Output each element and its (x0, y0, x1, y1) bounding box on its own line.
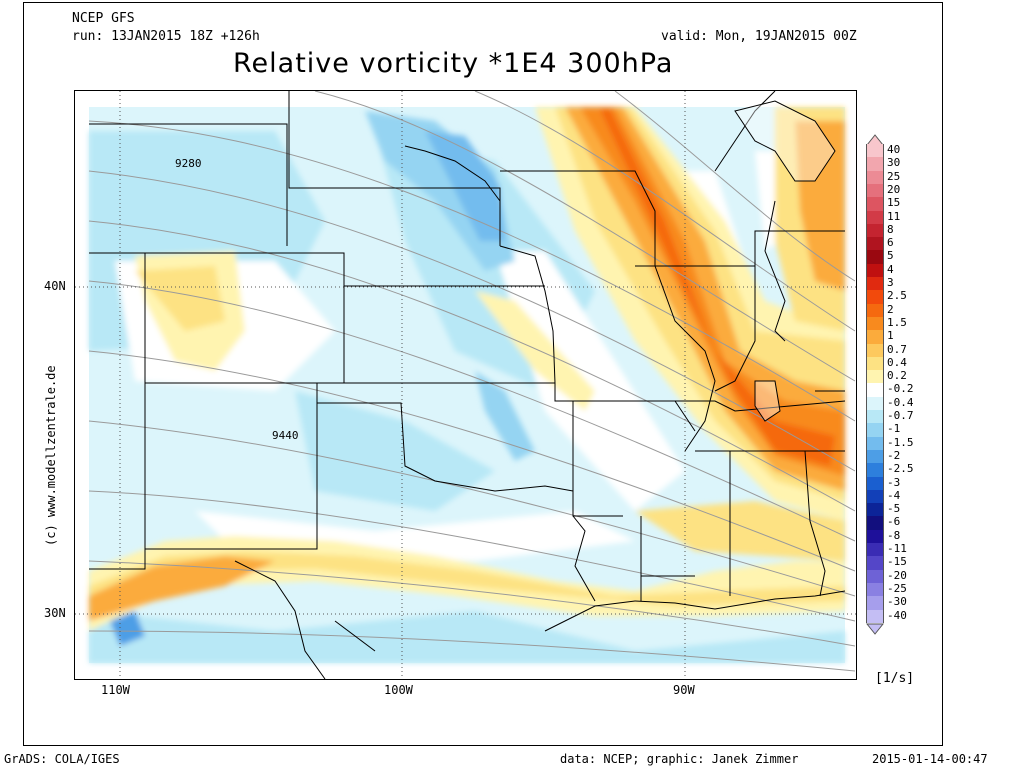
legend-label: 20 (887, 182, 901, 196)
legend-label: 30 (887, 156, 901, 170)
legend-swatch (866, 489, 884, 504)
legend-unit: [1/s] (875, 671, 915, 686)
map-title: Relative vorticity *1E4 300hPa (233, 48, 674, 79)
legend-label: 8 (887, 222, 894, 236)
legend-swatch (866, 543, 884, 557)
map-canvas (75, 91, 856, 679)
valid-time: valid: Mon, 19JAN2015 00Z (661, 29, 857, 44)
legend-label: 5 (887, 249, 894, 263)
legend-swatch (866, 144, 884, 158)
vorticity-field (89, 107, 845, 663)
legend-label: 11 (887, 209, 901, 223)
legend-swatch (866, 569, 884, 584)
legend-label: -0.7 (887, 409, 914, 422)
legend-swatch (866, 210, 884, 225)
lat-label-30n: 30N (44, 606, 66, 620)
legend-label: 0.2 (887, 369, 907, 383)
legend-label: -11 (887, 542, 907, 555)
legend-label: -1 (887, 422, 901, 436)
legend-label: -30 (887, 595, 907, 609)
legend-label: -0.2 (887, 382, 914, 396)
legend-label: 3 (887, 276, 894, 289)
legend-label: -0.4 (887, 395, 914, 409)
legend-swatch (866, 423, 884, 438)
coastlines (234, 91, 846, 679)
legend-label: -5 (887, 502, 901, 516)
legend-label: 0.4 (887, 355, 907, 369)
data-credit: data: NCEP; graphic: Janek Zimmer (560, 752, 799, 766)
legend-swatch (866, 449, 884, 464)
legend-swatch (866, 596, 884, 610)
site-credit: (c) www.modellzentrale.de (44, 365, 58, 546)
legend-swatch (866, 529, 884, 544)
run-info: run: 13JAN2015 18Z +126h (72, 29, 260, 44)
legend-label: -15 (887, 555, 907, 569)
contour-label-9440: 9440 (272, 429, 299, 442)
legend-swatch (866, 157, 884, 172)
legend-label: 15 (887, 196, 901, 210)
lon-label-110w: 110W (101, 683, 130, 697)
legend-label: -6 (887, 515, 901, 529)
software-credit: GrADS: COLA/IGES (4, 752, 120, 766)
model-name: NCEP GFS (72, 11, 135, 26)
legend-swatch (866, 503, 884, 517)
legend-swatch (866, 556, 884, 571)
legend-label: 2.5 (887, 289, 907, 303)
legend-swatch (866, 582, 884, 597)
legend-swatch (866, 356, 884, 371)
legend-swatch (866, 609, 884, 624)
legend-swatch (866, 330, 884, 344)
legend-swatch (866, 396, 884, 411)
legend-swatch (866, 223, 884, 238)
lat-label-40n: 40N (44, 279, 66, 293)
legend-label: -2 (887, 448, 901, 462)
legend-swatch (866, 436, 884, 451)
legend-swatch (866, 250, 884, 265)
legend-label: 25 (887, 169, 901, 183)
legend-label: -40 (887, 608, 907, 622)
legend-swatch (866, 463, 884, 477)
state-borders (89, 91, 846, 602)
legend-label: 0.7 (887, 342, 907, 356)
legend-label: 6 (887, 236, 894, 250)
legend-swatch (866, 170, 884, 185)
legend-swatch (866, 476, 884, 491)
legend-swatch (866, 290, 884, 305)
legend-label: 4 (887, 262, 894, 276)
lon-label-100w: 100W (384, 683, 413, 697)
generation-timestamp: 2015-01-14-00:47 (872, 752, 988, 766)
legend-swatch (866, 303, 884, 318)
legend-swatch (866, 197, 884, 211)
legend-label: 1.5 (887, 315, 907, 329)
legend-swatch (866, 277, 884, 291)
legend-swatch (866, 183, 884, 198)
contour-label-9280: 9280 (175, 157, 202, 170)
legend-swatch (866, 370, 884, 384)
legend-swatch (866, 383, 884, 398)
legend-label: -25 (887, 581, 907, 595)
legend-label: -20 (887, 568, 907, 582)
legend-swatch (866, 410, 884, 424)
lake-shoreline (734, 100, 836, 422)
legend-label: -4 (887, 488, 901, 502)
legend-label: -1.5 (887, 435, 914, 449)
lon-label-90w: 90W (673, 683, 695, 697)
legend-swatch (866, 263, 884, 278)
legend-bottom-arrow (866, 623, 885, 635)
vorticity-map: 9280 9440 (74, 90, 857, 680)
legend-label: 1 (887, 329, 894, 343)
legend-label: -3 (887, 475, 901, 489)
legend-label: 40 (887, 143, 901, 156)
legend-swatch (866, 237, 884, 251)
legend-label: 2 (887, 302, 894, 316)
legend-swatch (866, 316, 884, 331)
legend-label: -2.5 (887, 462, 914, 476)
legend-swatch (866, 516, 884, 531)
legend-label: -8 (887, 528, 901, 542)
legend-swatch (866, 343, 884, 358)
